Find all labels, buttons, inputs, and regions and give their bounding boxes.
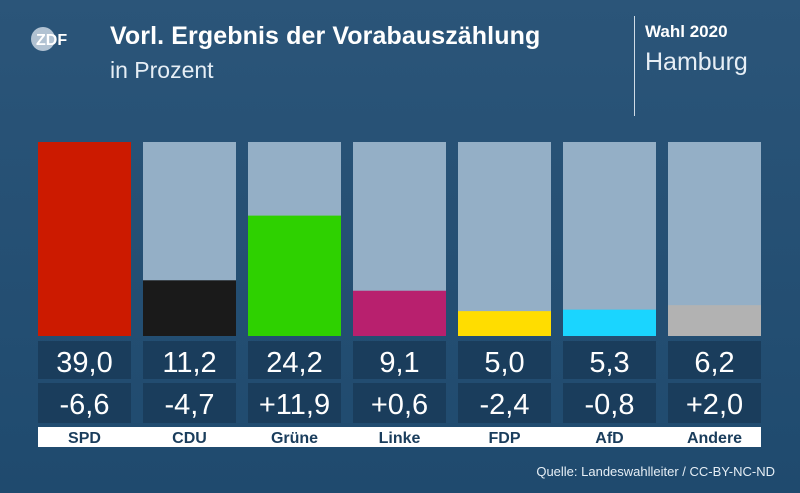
- bar-cdu: [143, 280, 236, 336]
- value-box-fdp: [458, 341, 551, 379]
- change-label-gr-ne: +11,9: [259, 389, 330, 421]
- change-label-cdu: -4,7: [165, 389, 215, 421]
- change-box-afd: [563, 383, 656, 423]
- bar-andere: [668, 305, 761, 336]
- value-label-spd: 39,0: [56, 347, 112, 379]
- category-strip: [38, 427, 761, 447]
- source-note: Quelle: Landeswahlleiter / CC-BY-NC-ND: [536, 464, 775, 479]
- value-label-andere: 6,2: [694, 347, 734, 379]
- zdf-logo: ZDF: [31, 27, 67, 51]
- change-box-linke: [353, 383, 446, 423]
- value-box-afd: [563, 341, 656, 379]
- value-label-linke: 9,1: [379, 347, 419, 379]
- value-label-gr-ne: 24,2: [266, 347, 322, 379]
- value-box-spd: [38, 341, 131, 379]
- change-box-cdu: [143, 383, 236, 423]
- value-box-andere: [668, 341, 761, 379]
- category-label-andere: Andere: [687, 430, 742, 447]
- change-label-linke: +0,6: [371, 389, 428, 421]
- change-box-andere: [668, 383, 761, 423]
- bar-fdp: [458, 311, 551, 336]
- value-label-fdp: 5,0: [484, 347, 524, 379]
- category-label-fdp: FDP: [489, 430, 521, 447]
- category-label-spd: SPD: [68, 430, 101, 447]
- region-label: Hamburg: [645, 48, 748, 76]
- bar-gr-ne: [248, 215, 341, 336]
- bar-track-fdp: [458, 142, 551, 336]
- change-label-spd: -6,6: [60, 389, 110, 421]
- bar-afd: [563, 309, 656, 336]
- value-box-gr-ne: [248, 341, 341, 379]
- change-box-spd: [38, 383, 131, 423]
- change-label-afd: -0,8: [585, 389, 635, 421]
- chart-title: Vorl. Ergebnis der Vorabauszählung: [110, 22, 541, 50]
- header-divider: [634, 16, 635, 116]
- change-box-gr-ne: [248, 383, 341, 423]
- bar-linke: [353, 290, 446, 336]
- category-label-afd: AfD: [595, 430, 623, 447]
- election-label: Wahl 2020: [645, 22, 728, 41]
- category-label-linke: Linke: [379, 430, 421, 447]
- change-box-fdp: [458, 383, 551, 423]
- category-label-cdu: CDU: [172, 430, 207, 447]
- value-label-cdu: 11,2: [162, 347, 216, 379]
- change-label-fdp: -2,4: [480, 389, 530, 421]
- category-label-gr-ne: Grüne: [271, 430, 318, 447]
- logo-text: ZDF: [36, 32, 67, 49]
- bar-track-afd: [563, 142, 656, 336]
- bar-track-andere: [668, 142, 761, 336]
- value-box-cdu: [143, 341, 236, 379]
- value-label-afd: 5,3: [589, 347, 629, 379]
- chart-subtitle: in Prozent: [110, 57, 214, 83]
- bar-spd: [38, 142, 131, 336]
- value-box-linke: [353, 341, 446, 379]
- change-label-andere: +2,0: [686, 389, 743, 421]
